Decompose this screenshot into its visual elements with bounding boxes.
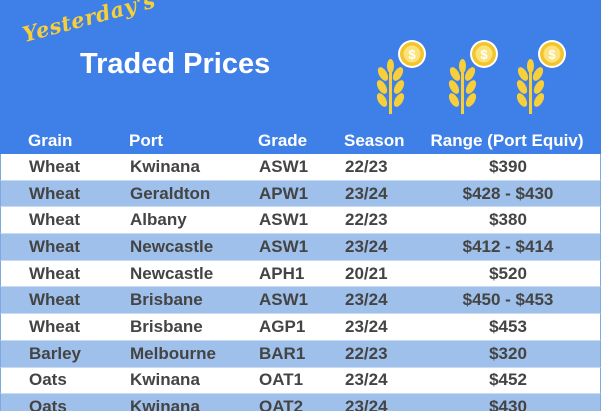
cell-range: $320	[489, 343, 527, 363]
cell-grain: Wheat	[29, 290, 80, 310]
cell-port: Geraldton	[130, 183, 211, 203]
table-header: Grain Port Grade Season Range (Port Equi…	[0, 128, 601, 154]
table-row: Oats Kwinana OAT1 23/24 $452	[0, 367, 601, 395]
cell-grain: Wheat	[29, 210, 80, 230]
cell-grain: Wheat	[29, 316, 80, 336]
banner-title: Traded Prices	[80, 48, 271, 80]
table-row: Barley Melbourne BAR1 22/23 $320	[0, 340, 601, 368]
cell-grade: OAT1	[259, 370, 304, 390]
cell-grade: ASW1	[259, 156, 309, 176]
cell-grade: APH1	[259, 263, 305, 283]
svg-text:$: $	[548, 47, 556, 62]
cell-range: $428 - $430	[462, 183, 554, 203]
column-header-port: Port	[129, 131, 163, 150]
table-row: Wheat Albany ASW1 22/23 $380	[0, 207, 601, 235]
cell-grain: Oats	[29, 397, 67, 411]
table-row: Wheat Brisbane ASW1 23/24 $450 - $453	[0, 287, 601, 315]
cell-port: Newcastle	[130, 263, 214, 283]
cell-season: 23/24	[345, 290, 388, 310]
table-row: Wheat Newcastle APH1 20/21 $520	[0, 260, 601, 288]
icon-group: $ $	[368, 36, 568, 116]
cell-grade: AGP1	[259, 316, 306, 336]
wheat-coin-icon: $	[516, 40, 566, 114]
cell-season: 23/24	[345, 236, 388, 256]
cell-season: 22/23	[345, 156, 388, 176]
table-row: Wheat Geraldton APW1 23/24 $428 - $430	[0, 180, 601, 208]
cell-grade: ASW1	[259, 290, 309, 310]
cell-range: $430	[489, 397, 527, 411]
column-header-grade: Grade	[258, 131, 308, 150]
cell-grain: Wheat	[29, 263, 80, 283]
table-row: Wheat Kwinana ASW1 22/23 $390	[0, 154, 601, 181]
cell-range: $452	[489, 370, 527, 390]
cell-port: Melbourne	[130, 343, 216, 363]
wheat-coin-icon: $	[448, 40, 498, 114]
table-row: Oats Kwinana OAT2 23/24 $430	[0, 394, 601, 411]
cell-grade: OAT2	[259, 397, 304, 411]
cell-grain: Barley	[29, 343, 81, 363]
cell-season: 23/24	[345, 370, 388, 390]
cell-port: Kwinana	[130, 397, 200, 411]
cell-port: Brisbane	[130, 316, 203, 336]
table-row: Wheat Newcastle ASW1 23/24 $412 - $414	[0, 234, 601, 261]
cell-season: 23/24	[345, 183, 388, 203]
cell-grade: ASW1	[259, 236, 309, 256]
table-row: Wheat Brisbane AGP1 23/24 $453	[0, 314, 601, 341]
cell-grain: Wheat	[29, 183, 80, 203]
cell-grain: Wheat	[29, 236, 80, 256]
cell-range: $390	[489, 156, 527, 176]
cell-port: Kwinana	[130, 370, 200, 390]
cell-season: 23/24	[345, 397, 388, 411]
wheat-coin-icon: $	[376, 40, 426, 114]
cell-range: $412 - $414	[462, 236, 554, 256]
cell-season: 23/24	[345, 316, 388, 336]
banner-subtitle: Yesterday's	[19, 0, 159, 47]
svg-text:$: $	[408, 47, 416, 62]
cell-grade: BAR1	[259, 343, 306, 363]
cell-port: Albany	[130, 210, 187, 230]
cell-port: Brisbane	[130, 290, 203, 310]
cell-grain: Oats	[29, 370, 67, 390]
cell-grade: APW1	[259, 183, 309, 203]
cell-season: 22/23	[345, 343, 388, 363]
column-header-grain: Grain	[28, 131, 73, 150]
cell-grade: ASW1	[259, 210, 309, 230]
cell-grain: Wheat	[29, 156, 80, 176]
cell-season: 22/23	[345, 210, 388, 230]
cell-port: Newcastle	[130, 236, 214, 256]
svg-text:$: $	[480, 47, 488, 62]
column-header-season: Season	[344, 131, 405, 150]
banner: Yesterday's Traded Prices $	[0, 0, 601, 128]
cell-range: $450 - $453	[462, 290, 554, 310]
cell-range: $520	[489, 263, 527, 283]
cell-range: $380	[489, 210, 527, 230]
column-header-range: Range (Port Equiv)	[430, 131, 584, 150]
cell-range: $453	[489, 316, 527, 336]
table-body: Wheat Kwinana ASW1 22/23 $390 Wheat Gera…	[0, 154, 601, 411]
cell-season: 20/21	[345, 263, 388, 283]
cell-port: Kwinana	[130, 156, 200, 176]
